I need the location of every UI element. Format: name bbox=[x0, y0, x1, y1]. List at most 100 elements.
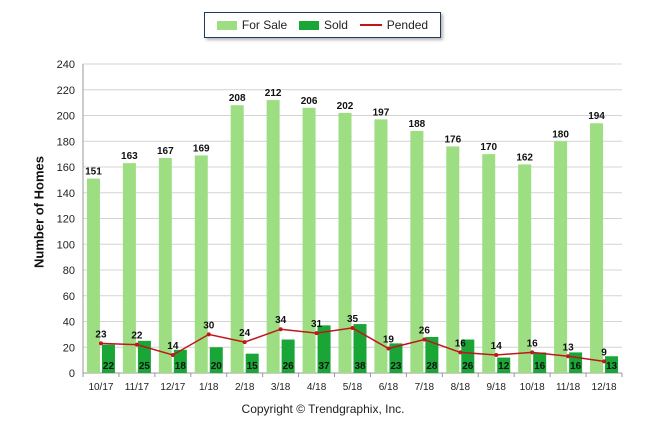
x-tick-label: 11/17 bbox=[125, 382, 150, 393]
data-label-sold: 23 bbox=[390, 361, 402, 372]
data-label-pended: 26 bbox=[419, 326, 431, 337]
data-label-sold: 15 bbox=[247, 361, 259, 372]
bar-for-sale bbox=[446, 146, 460, 373]
data-label-pended: 31 bbox=[311, 319, 323, 330]
legend-item-for-sale: For Sale bbox=[216, 18, 288, 32]
copyright-footer: Copyright © Trendgraphix, Inc. bbox=[241, 402, 405, 416]
y-tick-label: 140 bbox=[57, 188, 75, 200]
x-tick-label: 1/18 bbox=[199, 382, 219, 393]
bar-sold bbox=[389, 343, 403, 373]
bar-sold bbox=[137, 340, 151, 373]
pended-point bbox=[314, 331, 319, 336]
bar-for-sale bbox=[482, 154, 496, 373]
pended-point bbox=[422, 337, 427, 342]
x-tick-label: 11/18 bbox=[556, 382, 581, 393]
data-label-sold: 12 bbox=[498, 361, 510, 372]
data-label-sold: 16 bbox=[534, 361, 546, 372]
bar-sold bbox=[461, 339, 475, 373]
y-tick-label: 240 bbox=[57, 59, 75, 71]
bar-sold bbox=[425, 336, 439, 373]
bar-for-sale bbox=[338, 112, 352, 374]
bar-for-sale bbox=[554, 141, 568, 373]
bar-sold bbox=[497, 357, 511, 373]
data-label-sold: 26 bbox=[462, 361, 474, 372]
data-label-pended: 23 bbox=[95, 329, 107, 340]
data-label-pended: 22 bbox=[131, 331, 143, 342]
x-tick-label: 12/18 bbox=[592, 382, 617, 393]
legend-label-sold: Sold bbox=[323, 18, 348, 32]
x-tick-label: 10/18 bbox=[520, 382, 545, 393]
bar-sold bbox=[281, 339, 295, 373]
data-label-pended: 16 bbox=[455, 338, 467, 349]
bar-for-sale bbox=[518, 164, 532, 373]
data-label-pended: 35 bbox=[347, 314, 359, 325]
data-label-sold: 13 bbox=[606, 361, 618, 372]
data-label-for-sale: 169 bbox=[193, 143, 210, 154]
legend-label-for-sale: For Sale bbox=[241, 18, 288, 32]
data-label-for-sale: 151 bbox=[85, 167, 102, 178]
data-label-for-sale: 202 bbox=[337, 101, 354, 112]
data-label-sold: 20 bbox=[211, 361, 223, 372]
bar-sold bbox=[353, 324, 367, 373]
legend-swatch-for-sale bbox=[216, 20, 237, 30]
bar-for-sale bbox=[302, 107, 316, 374]
data-label-sold: 38 bbox=[354, 361, 366, 372]
y-tick-label: 100 bbox=[57, 239, 75, 251]
data-label-for-sale: 197 bbox=[373, 107, 390, 118]
data-label-for-sale: 176 bbox=[444, 134, 461, 145]
data-label-pended: 24 bbox=[239, 328, 251, 339]
pended-point bbox=[602, 359, 607, 364]
bar-for-sale bbox=[266, 100, 280, 374]
x-tick-label: 4/18 bbox=[307, 382, 327, 393]
data-label-sold: 25 bbox=[139, 361, 151, 372]
pended-point bbox=[98, 341, 103, 346]
data-label-for-sale: 170 bbox=[480, 142, 497, 153]
bar-sold bbox=[245, 353, 259, 373]
data-label-sold: 22 bbox=[103, 361, 115, 372]
bar-for-sale bbox=[86, 178, 100, 373]
bar-for-sale bbox=[374, 119, 388, 373]
legend-swatch-pended bbox=[359, 24, 382, 26]
y-tick-label: 160 bbox=[57, 162, 75, 174]
data-label-for-sale: 188 bbox=[409, 119, 426, 130]
data-label-for-sale: 162 bbox=[516, 152, 533, 163]
legend-swatch-sold bbox=[298, 20, 319, 30]
legend-label-pended: Pended bbox=[386, 18, 429, 32]
data-label-pended: 13 bbox=[563, 342, 575, 353]
data-label-pended: 19 bbox=[383, 335, 395, 346]
legend: For Sale Sold Pended bbox=[204, 12, 441, 38]
bar-for-sale bbox=[194, 155, 208, 373]
y-tick-label: 80 bbox=[63, 265, 75, 277]
data-label-sold: 18 bbox=[175, 361, 187, 372]
data-label-for-sale: 208 bbox=[229, 93, 246, 104]
x-tick-label: 3/18 bbox=[271, 382, 291, 393]
data-label-for-sale: 212 bbox=[265, 88, 282, 99]
y-tick-label: 60 bbox=[63, 291, 75, 303]
x-tick-label: 9/18 bbox=[486, 382, 506, 393]
pended-point bbox=[566, 354, 571, 359]
pended-point bbox=[530, 350, 535, 355]
legend-item-sold: Sold bbox=[298, 18, 348, 32]
x-tick-label: 6/18 bbox=[379, 382, 399, 393]
bar-sold bbox=[533, 352, 547, 373]
x-tick-label: 12/17 bbox=[160, 382, 185, 393]
pended-point bbox=[278, 327, 283, 332]
bar-for-sale bbox=[410, 130, 424, 373]
pended-point bbox=[170, 352, 175, 357]
x-tick-label: 10/17 bbox=[88, 382, 113, 393]
bar-for-sale bbox=[158, 157, 172, 373]
bar-sold bbox=[209, 347, 223, 373]
bar-sold bbox=[173, 349, 187, 373]
bar-sold bbox=[101, 344, 115, 373]
data-label-sold: 37 bbox=[319, 361, 331, 372]
pended-point bbox=[134, 342, 139, 347]
x-tick-label: 7/18 bbox=[415, 382, 435, 393]
data-label-for-sale: 163 bbox=[121, 151, 138, 162]
pended-point bbox=[206, 332, 211, 337]
y-tick-label: 180 bbox=[57, 136, 75, 148]
data-label-pended: 14 bbox=[491, 341, 503, 352]
bar-sold bbox=[317, 325, 331, 373]
data-label-for-sale: 206 bbox=[301, 96, 318, 107]
bar-sold bbox=[605, 356, 619, 373]
